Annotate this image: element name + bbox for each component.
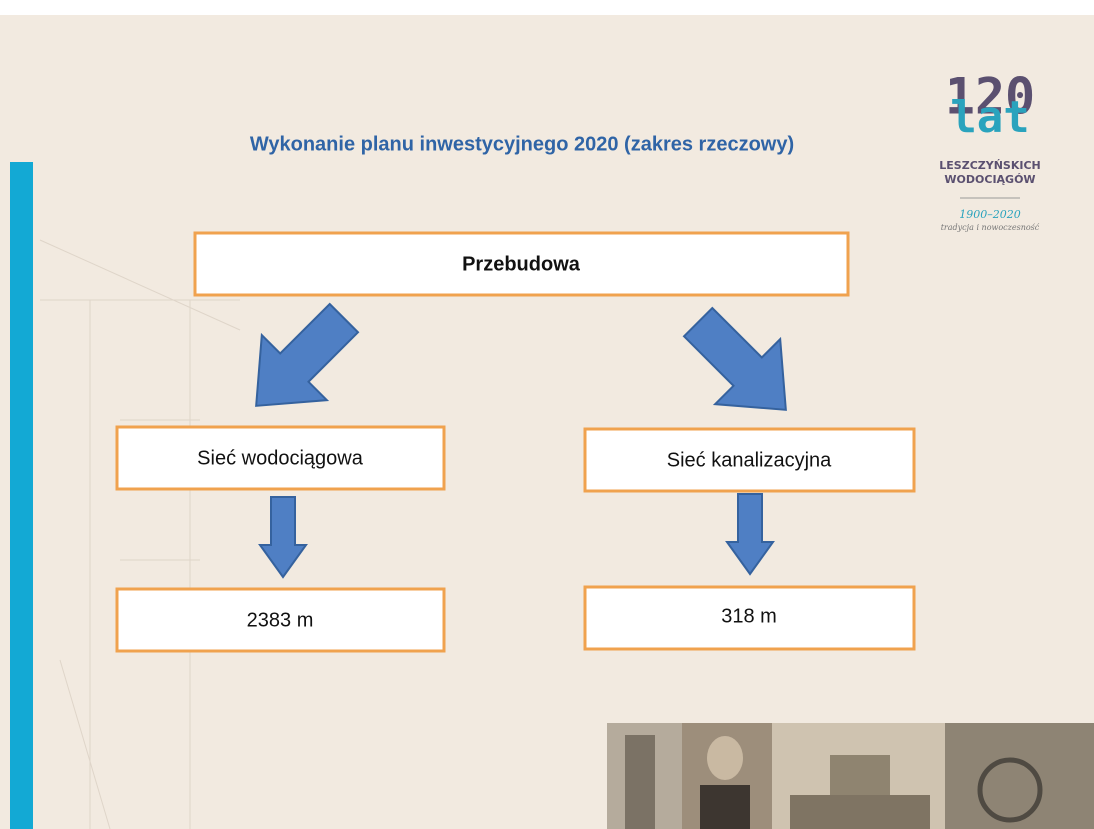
logo-line: LESZCZYŃSKICH: [939, 159, 1040, 172]
page: Wykonanie planu inwestycyjnego 2020 (zak…: [0, 0, 1094, 829]
node-label: 2383 m: [247, 609, 314, 631]
top-strip: [0, 0, 1094, 15]
photo-strip: [607, 723, 1094, 829]
logo-word: lat: [950, 92, 1029, 143]
node-label: Sieć kanalizacyjna: [667, 449, 832, 471]
side-bar: [10, 162, 33, 829]
photo: [945, 723, 1094, 829]
title: Wykonanie planu inwestycyjnego 2020 (zak…: [250, 133, 794, 155]
photo-detail: [625, 735, 655, 829]
logo-years: 1900–2020: [959, 208, 1021, 221]
logo-motto: tradycja i nowoczesność: [941, 223, 1040, 232]
photo-detail: [707, 736, 743, 780]
node-label: 318 m: [721, 605, 777, 627]
node-label: Przebudowa: [462, 253, 581, 275]
photo-detail: [830, 755, 890, 800]
logo-line: WODOCIĄGÓW: [944, 173, 1035, 186]
slide: Wykonanie planu inwestycyjnego 2020 (zak…: [0, 0, 1094, 829]
photo-detail: [700, 785, 750, 829]
photo-detail: [790, 795, 930, 829]
node-label: Sieć wodociągowa: [197, 447, 364, 469]
background: [0, 0, 1094, 829]
